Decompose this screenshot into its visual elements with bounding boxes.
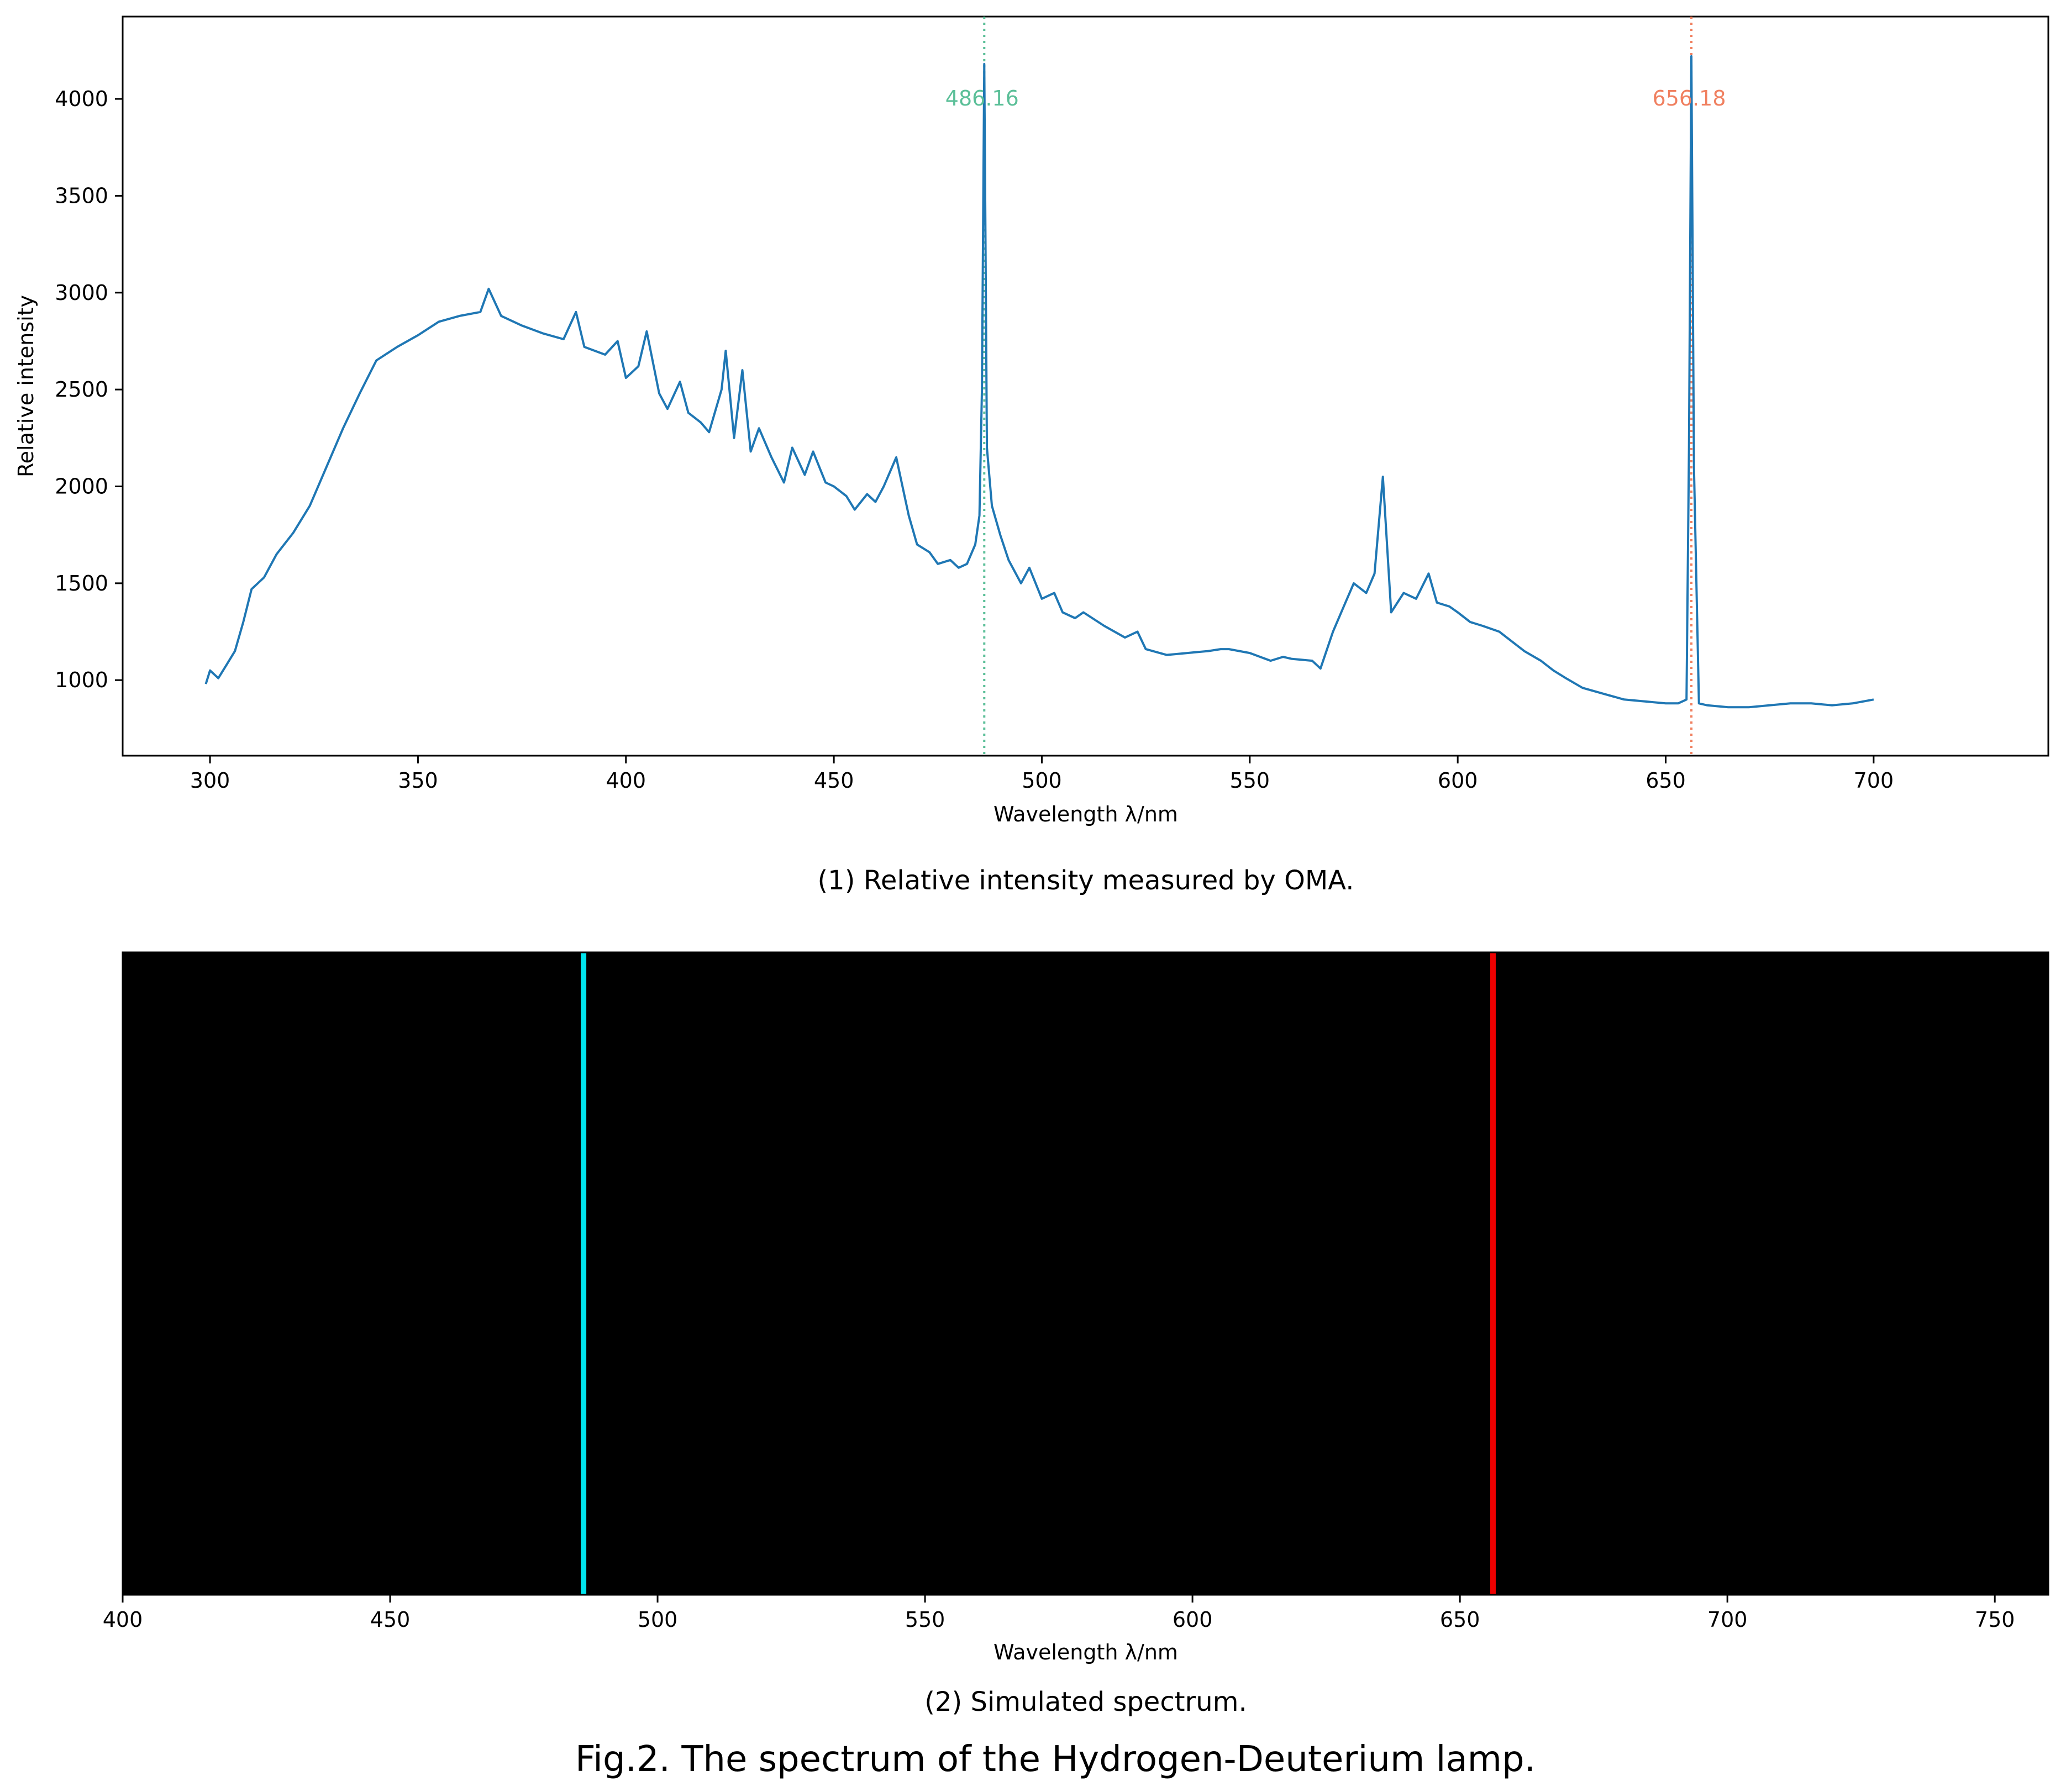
y-tick-label: 4000	[55, 87, 108, 111]
intensity-plot-frame	[122, 15, 2049, 757]
x-tick-label: 650	[1440, 1607, 1480, 1632]
x-tick-label: 750	[1975, 1607, 2015, 1632]
x-tick-label: 450	[814, 768, 854, 793]
x-tick-label: 500	[638, 1607, 678, 1632]
x-tick-label: 300	[190, 768, 230, 793]
peak-marker-labels: 486.16 656.18	[945, 86, 1726, 110]
x-tick-label: 650	[1646, 768, 1686, 793]
emission-line	[581, 952, 587, 1595]
figure-title: Fig.2. The spectrum of the Hydrogen-Deut…	[575, 1739, 1536, 1780]
intensity-series-line	[204, 55, 1874, 709]
x-tick-label: 550	[1230, 768, 1270, 793]
y-tick-label: 3000	[55, 281, 108, 305]
x-tick-label: 700	[1854, 768, 1894, 793]
peak-marker-label: 656.18	[1653, 86, 1726, 110]
x-tick-label: 400	[103, 1607, 143, 1632]
simulated-spectrum: 400 450 500 550 600 650 700 750 Wavelength λ/nm…	[103, 951, 2049, 1717]
spectrum-x-ticks: 400 450 500 550 600 650 700 750	[103, 1595, 2015, 1632]
y-tick-label: 2000	[55, 474, 108, 498]
y-tick-label: 3500	[55, 183, 108, 208]
y-tick-label: 1500	[55, 571, 108, 595]
spectrum-frame	[122, 951, 2049, 1596]
intensity-x-axis-label: Wavelength λ/nm	[993, 802, 1178, 826]
intensity-plot-caption: (1) Relative intensity measured by OMA.	[817, 865, 1354, 896]
x-tick-label: 700	[1707, 1607, 1748, 1632]
peak-marker-label: 486.16	[945, 86, 1019, 110]
spectrum-lines	[581, 952, 1496, 1595]
intensity-y-ticks: 1000 1500 2000 2500 3000 3500 4000	[55, 87, 123, 692]
x-tick-label: 500	[1022, 768, 1062, 793]
intensity-x-ticks: 300 350 400 450 500 550 600 650 700	[190, 756, 1894, 793]
peak-marker-lines	[983, 17, 1693, 756]
spectrum-x-axis-label: Wavelength λ/nm	[993, 1640, 1178, 1664]
intensity-plot: 486.16 656.18 300 350 400 450 500 550 600 650 700…	[14, 15, 2049, 896]
x-tick-label: 350	[398, 768, 438, 793]
x-tick-label: 550	[905, 1607, 945, 1632]
x-tick-label: 400	[606, 768, 646, 793]
spectrum-background	[123, 952, 2048, 1595]
x-tick-label: 450	[370, 1607, 411, 1632]
y-tick-label: 1000	[55, 668, 108, 692]
y-tick-label: 2500	[55, 377, 108, 402]
spectrum-caption: (2) Simulated spectrum.	[924, 1686, 1247, 1717]
x-tick-label: 600	[1438, 768, 1478, 793]
intensity-y-axis-label: Relative intensity	[14, 295, 38, 477]
x-tick-label: 600	[1173, 1607, 1213, 1632]
emission-line	[1490, 952, 1496, 1595]
